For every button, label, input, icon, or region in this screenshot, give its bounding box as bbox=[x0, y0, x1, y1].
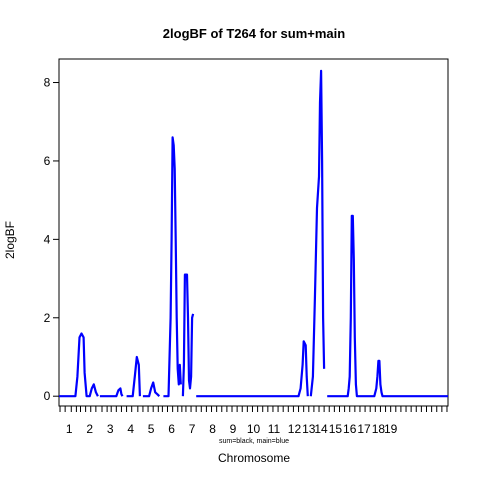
y-tick-label: 0 bbox=[44, 389, 51, 403]
series-line bbox=[142, 381, 161, 398]
series-line bbox=[327, 214, 448, 398]
marker-rug bbox=[59, 406, 448, 412]
x-tick-label: 13 bbox=[302, 422, 316, 436]
x-tick-label: 9 bbox=[230, 422, 237, 436]
x-tick-label: 14 bbox=[314, 422, 328, 436]
x-tick-label: 19 bbox=[384, 422, 398, 436]
x-tick-label: 1 bbox=[66, 422, 73, 436]
plot-border bbox=[58, 58, 449, 407]
x-tick-label: 6 bbox=[168, 422, 175, 436]
x-tick-label: 15 bbox=[329, 422, 343, 436]
series-layer bbox=[59, 69, 448, 398]
chart-subtitle: sum=black, main=blue bbox=[219, 438, 289, 445]
chart-title: 2logBF of T264 for sum+main bbox=[163, 26, 345, 41]
y-tick-label: 6 bbox=[44, 154, 51, 168]
x-tick-label: 2 bbox=[86, 422, 93, 436]
series-line bbox=[59, 332, 99, 398]
y-tick-label: 4 bbox=[44, 232, 51, 246]
x-tick-label: 11 bbox=[268, 422, 281, 436]
x-tick-label: 4 bbox=[127, 422, 134, 436]
x-tick-label: 12 bbox=[288, 422, 302, 436]
x-tick-label: 16 bbox=[343, 422, 357, 436]
x-tick-label: 7 bbox=[189, 422, 196, 436]
series-line bbox=[163, 136, 182, 398]
x-tick-label: 18 bbox=[372, 422, 386, 436]
x-tick-label: 17 bbox=[357, 422, 371, 436]
x-axis-label: Chromosome bbox=[218, 451, 290, 465]
x-tick-label: 5 bbox=[148, 422, 155, 436]
y-tick-label: 8 bbox=[44, 76, 51, 90]
x-tick-label: 8 bbox=[209, 422, 216, 436]
y-tick-label: 2 bbox=[44, 311, 51, 325]
plot-frame bbox=[58, 58, 449, 407]
series-line bbox=[99, 387, 124, 398]
y-axis-label: 2logBF bbox=[3, 221, 17, 259]
y-axis: 0 2 4 6 8 bbox=[44, 76, 59, 403]
x-tick-label: 3 bbox=[107, 422, 114, 436]
series-line bbox=[126, 355, 141, 398]
x-tick-label: 10 bbox=[247, 422, 261, 436]
series-line bbox=[196, 340, 309, 398]
series-line bbox=[309, 69, 326, 397]
series-line bbox=[181, 273, 195, 397]
